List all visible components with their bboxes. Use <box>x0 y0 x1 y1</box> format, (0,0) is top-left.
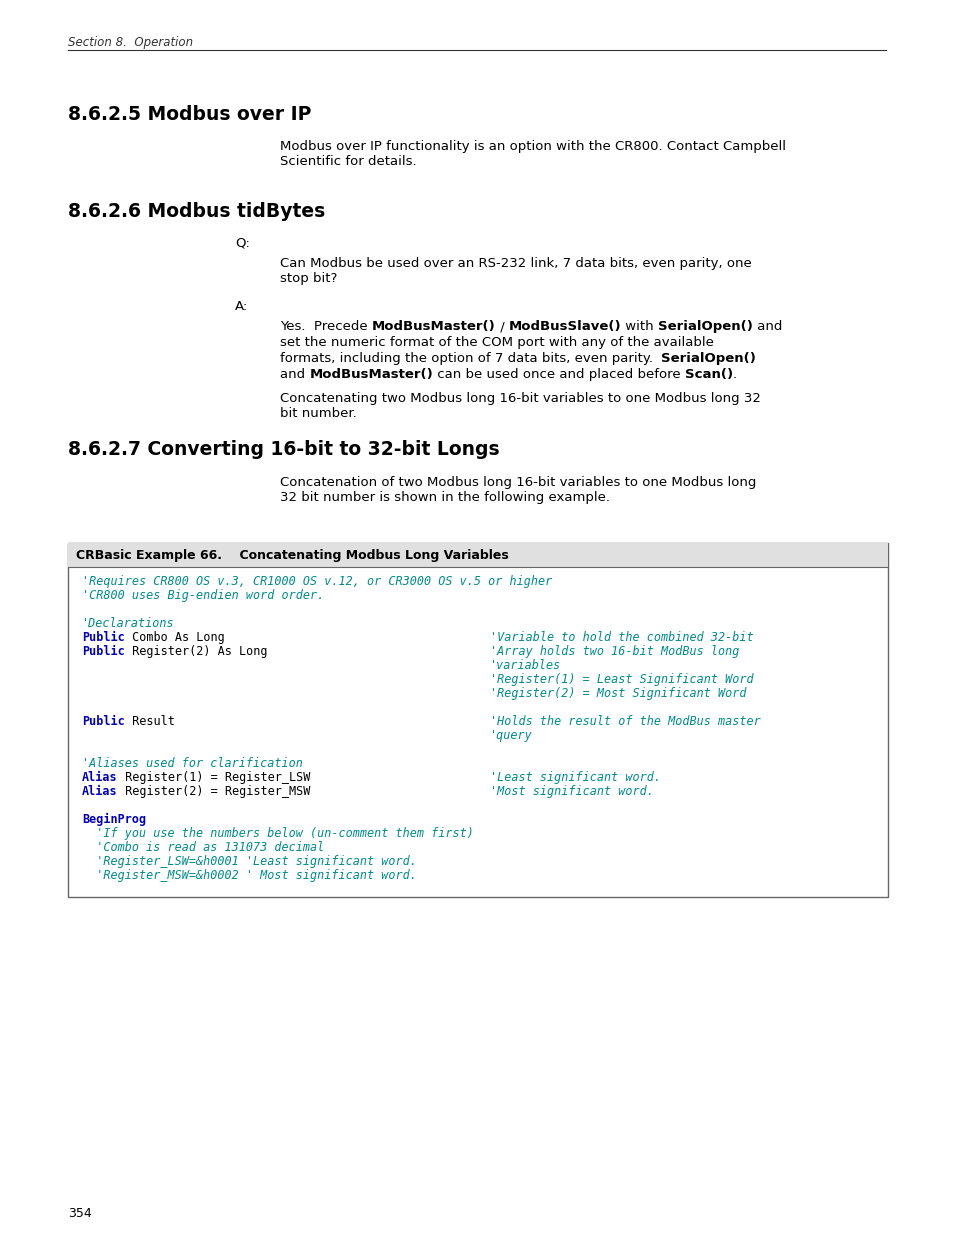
Text: Concatenating Modbus Long Variables: Concatenating Modbus Long Variables <box>222 550 508 562</box>
Text: with: with <box>620 320 658 333</box>
Bar <box>68 543 887 567</box>
Text: ModBusMaster(): ModBusMaster() <box>372 320 496 333</box>
Text: can be used once and placed before: can be used once and placed before <box>433 368 684 382</box>
Text: 8.6.2.6 Modbus tidBytes: 8.6.2.6 Modbus tidBytes <box>68 203 325 221</box>
Text: BeginProg: BeginProg <box>82 813 146 826</box>
Text: Alias: Alias <box>82 771 117 784</box>
Text: Concatenating two Modbus long 16-bit variables to one Modbus long 32
bit number.: Concatenating two Modbus long 16-bit var… <box>280 391 760 420</box>
Text: 'query: 'query <box>490 729 532 742</box>
Text: set the numeric format of the COM port with any of the available: set the numeric format of the COM port w… <box>280 336 713 350</box>
Text: 8.6.2.7 Converting 16-bit to 32-bit Longs: 8.6.2.7 Converting 16-bit to 32-bit Long… <box>68 440 499 459</box>
Text: 'Register(2) = Most Significant Word: 'Register(2) = Most Significant Word <box>490 687 745 700</box>
Text: /: / <box>496 320 508 333</box>
Text: SerialOpen(): SerialOpen() <box>660 352 756 366</box>
Text: 354: 354 <box>68 1207 91 1220</box>
Text: 'Combo is read as 131073 decimal: 'Combo is read as 131073 decimal <box>82 841 324 853</box>
Text: 'Register_LSW=&h0001 'Least significant word.: 'Register_LSW=&h0001 'Least significant … <box>82 855 416 868</box>
Bar <box>68 543 887 897</box>
Text: 'Variable to hold the combined 32-bit: 'Variable to hold the combined 32-bit <box>490 631 753 643</box>
Text: Can Modbus be used over an RS-232 link, 7 data bits, even parity, one
stop bit?: Can Modbus be used over an RS-232 link, … <box>280 257 751 285</box>
Text: Register(2) = Register_MSW: Register(2) = Register_MSW <box>117 785 310 798</box>
Text: 8.6.2.5 Modbus over IP: 8.6.2.5 Modbus over IP <box>68 105 311 124</box>
Text: A:: A: <box>234 300 248 312</box>
Text: Register(1) = Register_LSW: Register(1) = Register_LSW <box>117 771 310 784</box>
Text: formats, including the option of 7 data bits, even parity.: formats, including the option of 7 data … <box>280 352 660 366</box>
Text: 'variables: 'variables <box>490 659 560 672</box>
Text: 'Array holds two 16-bit ModBus long: 'Array holds two 16-bit ModBus long <box>490 645 739 658</box>
Text: and: and <box>752 320 781 333</box>
Text: Public: Public <box>82 631 125 643</box>
Text: 'Least significant word.: 'Least significant word. <box>490 771 660 784</box>
Text: 'Holds the result of the ModBus master: 'Holds the result of the ModBus master <box>490 715 760 727</box>
Text: Q:: Q: <box>234 237 250 249</box>
Text: and: and <box>280 368 309 382</box>
Text: Yes.  Precede: Yes. Precede <box>280 320 372 333</box>
Text: 'Register_MSW=&h0002 ' Most significant word.: 'Register_MSW=&h0002 ' Most significant … <box>82 869 416 882</box>
Text: Combo As Long: Combo As Long <box>125 631 224 643</box>
Text: 'Requires CR800 OS v.3, CR1000 OS v.12, or CR3000 OS v.5 or higher: 'Requires CR800 OS v.3, CR1000 OS v.12, … <box>82 576 552 588</box>
Text: 'CR800 uses Big-endien word order.: 'CR800 uses Big-endien word order. <box>82 589 324 601</box>
Text: .: . <box>732 368 737 382</box>
Text: Section 8.  Operation: Section 8. Operation <box>68 36 193 49</box>
Text: Concatenation of two Modbus long 16-bit variables to one Modbus long
32 bit numb: Concatenation of two Modbus long 16-bit … <box>280 475 756 504</box>
Text: 'If you use the numbers below (un-comment them first): 'If you use the numbers below (un-commen… <box>82 827 474 840</box>
Text: SerialOpen(): SerialOpen() <box>658 320 752 333</box>
Text: 'Declarations: 'Declarations <box>82 618 174 630</box>
Text: Alias: Alias <box>82 785 117 798</box>
Text: CRBasic Example 66.: CRBasic Example 66. <box>76 550 222 562</box>
Text: 'Aliases used for clarification: 'Aliases used for clarification <box>82 757 302 769</box>
Text: Public: Public <box>82 715 125 727</box>
Text: Public: Public <box>82 645 125 658</box>
Text: ModBusMaster(): ModBusMaster() <box>309 368 433 382</box>
Text: Result: Result <box>125 715 174 727</box>
Text: ModBusSlave(): ModBusSlave() <box>508 320 620 333</box>
Text: Register(2) As Long: Register(2) As Long <box>125 645 267 658</box>
Text: Modbus over IP functionality is an option with the CR800. Contact Campbell
Scien: Modbus over IP functionality is an optio… <box>280 140 785 168</box>
Text: Scan(): Scan() <box>684 368 732 382</box>
Text: 'Register(1) = Least Significant Word: 'Register(1) = Least Significant Word <box>490 673 753 685</box>
Text: 'Most significant word.: 'Most significant word. <box>490 785 653 798</box>
